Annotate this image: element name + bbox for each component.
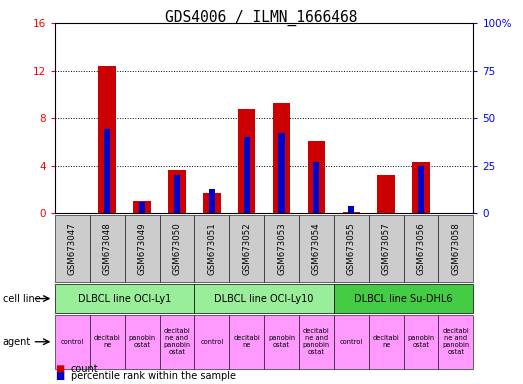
Bar: [343, 212, 360, 213]
Bar: [203, 193, 221, 213]
Bar: [378, 175, 395, 213]
Bar: [308, 141, 325, 213]
Text: count: count: [71, 364, 98, 374]
Text: GSM673054: GSM673054: [312, 222, 321, 275]
Text: GSM673053: GSM673053: [277, 222, 286, 275]
Bar: [348, 207, 355, 213]
Text: GSM673049: GSM673049: [138, 222, 146, 275]
Text: GSM673055: GSM673055: [347, 222, 356, 275]
Text: cell line: cell line: [3, 293, 40, 304]
Text: DLBCL line Su-DHL6: DLBCL line Su-DHL6: [354, 293, 453, 304]
Text: GSM673051: GSM673051: [207, 222, 217, 275]
Bar: [139, 202, 145, 213]
Bar: [168, 170, 186, 213]
Bar: [412, 162, 430, 213]
Bar: [418, 166, 424, 213]
Bar: [98, 66, 116, 213]
Text: DLBCL line OCI-Ly10: DLBCL line OCI-Ly10: [214, 293, 314, 304]
Text: panobin
ostat: panobin ostat: [268, 335, 295, 348]
Bar: [104, 129, 110, 213]
Text: decitabi
ne: decitabi ne: [233, 335, 260, 348]
Text: control: control: [61, 339, 84, 345]
Text: decitabi
ne and
panobin
ostat: decitabi ne and panobin ostat: [442, 328, 470, 355]
Bar: [174, 175, 180, 213]
Text: GSM673052: GSM673052: [242, 222, 251, 275]
Text: control: control: [339, 339, 363, 345]
Text: panobin
ostat: panobin ostat: [407, 335, 435, 348]
Bar: [313, 162, 320, 213]
Text: GSM673058: GSM673058: [451, 222, 460, 275]
Text: ■: ■: [55, 371, 64, 381]
Text: GSM673057: GSM673057: [382, 222, 391, 275]
Bar: [133, 201, 151, 213]
Text: ■: ■: [55, 364, 64, 374]
Text: DLBCL line OCI-Ly1: DLBCL line OCI-Ly1: [78, 293, 171, 304]
Text: agent: agent: [3, 337, 31, 347]
Text: GSM673050: GSM673050: [173, 222, 181, 275]
Bar: [209, 189, 215, 213]
Text: GSM673048: GSM673048: [103, 222, 112, 275]
Text: GSM673047: GSM673047: [68, 222, 77, 275]
Text: decitabi
ne: decitabi ne: [94, 335, 121, 348]
Text: GDS4006 / ILMN_1666468: GDS4006 / ILMN_1666468: [165, 10, 358, 26]
Bar: [238, 109, 255, 213]
Text: decitabi
ne: decitabi ne: [373, 335, 400, 348]
Text: control: control: [200, 339, 223, 345]
Bar: [278, 133, 285, 213]
Bar: [244, 137, 249, 213]
Text: decitabi
ne and
panobin
ostat: decitabi ne and panobin ostat: [163, 328, 190, 355]
Text: GSM673056: GSM673056: [416, 222, 426, 275]
Text: percentile rank within the sample: percentile rank within the sample: [71, 371, 235, 381]
Text: panobin
ostat: panobin ostat: [129, 335, 156, 348]
Text: decitabi
ne and
panobin
ostat: decitabi ne and panobin ostat: [303, 328, 330, 355]
Bar: [273, 103, 290, 213]
